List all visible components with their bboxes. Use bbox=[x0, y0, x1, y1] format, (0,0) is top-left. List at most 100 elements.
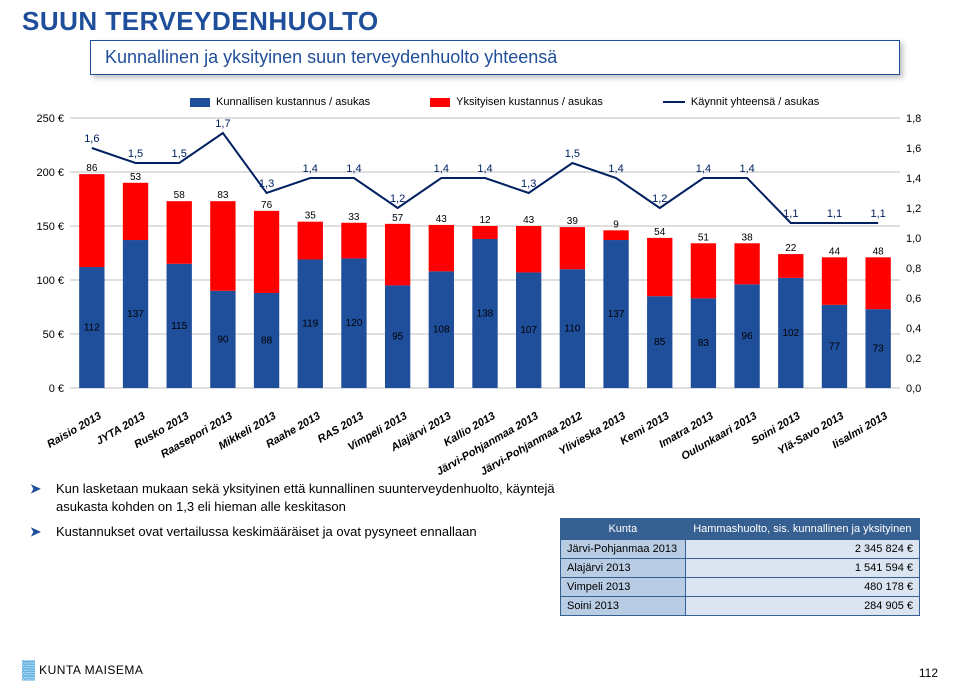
svg-text:1,5: 1,5 bbox=[565, 148, 580, 160]
legend-swatch-1 bbox=[190, 98, 210, 107]
svg-text:86: 86 bbox=[86, 163, 98, 174]
svg-text:1,7: 1,7 bbox=[215, 118, 230, 130]
svg-text:1,2: 1,2 bbox=[390, 193, 405, 205]
svg-text:48: 48 bbox=[873, 246, 885, 257]
table-cell: Soini 2013 bbox=[561, 597, 686, 616]
table-cell: Järvi-Pohjanmaa 2013 bbox=[561, 540, 686, 559]
svg-text:53: 53 bbox=[130, 172, 142, 183]
svg-text:1,4: 1,4 bbox=[434, 163, 449, 175]
footer-logo: ▓ KUNTA MAISEMA bbox=[22, 659, 143, 680]
legend-label-3: Käynnit yhteensä / asukas bbox=[691, 96, 819, 108]
bullet-icon: ➤ bbox=[30, 480, 46, 515]
legend-label-1: Kunnallisen kustannus / asukas bbox=[216, 96, 370, 108]
svg-text:112: 112 bbox=[84, 323, 100, 334]
svg-text:43: 43 bbox=[523, 215, 535, 226]
svg-text:1,3: 1,3 bbox=[259, 178, 274, 190]
bullet-row: ➤Kustannukset ovat vertailussa keskimäär… bbox=[30, 523, 590, 541]
svg-text:138: 138 bbox=[477, 308, 494, 319]
svg-text:107: 107 bbox=[520, 325, 537, 336]
table-cell: 284 905 € bbox=[685, 597, 919, 616]
svg-text:102: 102 bbox=[782, 328, 799, 339]
x-axis-label: Raisio 2013 bbox=[45, 410, 103, 451]
svg-text:9: 9 bbox=[613, 219, 619, 230]
page-title: SUUN TERVEYDENHUOLTO bbox=[22, 6, 379, 37]
svg-text:50 €: 50 € bbox=[43, 329, 64, 341]
subtitle-box: Kunnallinen ja yksityinen suun terveyden… bbox=[90, 40, 900, 75]
bullet-row: ➤Kun lasketaan mukaan sekä yksityinen et… bbox=[30, 480, 590, 515]
table-cell: 480 178 € bbox=[685, 578, 919, 597]
svg-text:0,4: 0,4 bbox=[906, 323, 921, 335]
svg-text:90: 90 bbox=[217, 334, 229, 345]
svg-text:96: 96 bbox=[742, 331, 754, 342]
svg-text:100 €: 100 € bbox=[36, 275, 64, 287]
svg-text:1,8: 1,8 bbox=[906, 113, 921, 125]
logo-icon: ▓ bbox=[22, 659, 35, 680]
svg-text:250 €: 250 € bbox=[36, 113, 64, 125]
legend-swatch-3 bbox=[663, 101, 685, 103]
legend-swatch-2 bbox=[430, 98, 450, 107]
chart-x-axis: Raisio 2013JYTA 2013Rusko 2013Raasepori … bbox=[20, 410, 940, 470]
table-cell: 1 541 594 € bbox=[685, 559, 919, 578]
svg-text:35: 35 bbox=[305, 211, 317, 222]
svg-text:137: 137 bbox=[608, 309, 625, 320]
table-header-1: Kunta bbox=[561, 519, 686, 540]
svg-text:88: 88 bbox=[261, 335, 273, 346]
svg-text:1,6: 1,6 bbox=[906, 143, 921, 155]
svg-text:0,6: 0,6 bbox=[906, 293, 921, 305]
legend-label-2: Yksityisen kustannus / asukas bbox=[456, 96, 603, 108]
svg-text:0,8: 0,8 bbox=[906, 263, 921, 275]
svg-text:95: 95 bbox=[392, 332, 404, 343]
svg-text:38: 38 bbox=[742, 232, 754, 243]
svg-text:137: 137 bbox=[127, 309, 144, 320]
svg-text:119: 119 bbox=[302, 319, 318, 330]
svg-text:83: 83 bbox=[698, 338, 710, 349]
legend-item-1: Kunnallisen kustannus / asukas bbox=[190, 96, 370, 108]
svg-text:85: 85 bbox=[654, 337, 666, 348]
logo-text: KUNTA MAISEMA bbox=[39, 663, 143, 677]
svg-text:83: 83 bbox=[217, 190, 229, 201]
svg-text:1,5: 1,5 bbox=[172, 148, 187, 160]
legend-item-2: Yksityisen kustannus / asukas bbox=[430, 96, 603, 108]
svg-text:44: 44 bbox=[829, 246, 841, 257]
legend-item-3: Käynnit yhteensä / asukas bbox=[663, 96, 819, 108]
svg-text:1,6: 1,6 bbox=[84, 133, 99, 145]
svg-text:73: 73 bbox=[873, 344, 885, 355]
svg-text:1,4: 1,4 bbox=[477, 163, 492, 175]
x-axis-label: Oulunkaari 2013 bbox=[679, 410, 759, 463]
svg-text:39: 39 bbox=[567, 216, 579, 227]
chart-legend: Kunnallisen kustannus / asukas Yksityise… bbox=[190, 96, 819, 108]
bullet-icon: ➤ bbox=[30, 523, 46, 541]
svg-text:115: 115 bbox=[171, 321, 187, 332]
table-cell: Vimpeli 2013 bbox=[561, 578, 686, 597]
svg-text:33: 33 bbox=[348, 212, 360, 223]
table-body: Järvi-Pohjanmaa 20132 345 824 €Alajärvi … bbox=[561, 540, 920, 616]
svg-text:1,1: 1,1 bbox=[871, 208, 886, 220]
svg-text:1,4: 1,4 bbox=[739, 163, 754, 175]
svg-text:120: 120 bbox=[346, 318, 363, 329]
svg-text:1,2: 1,2 bbox=[652, 193, 667, 205]
svg-text:1,4: 1,4 bbox=[906, 173, 921, 185]
page-number: 112 bbox=[919, 666, 938, 680]
svg-text:12: 12 bbox=[479, 215, 491, 226]
svg-text:22: 22 bbox=[785, 243, 797, 254]
svg-text:1,2: 1,2 bbox=[906, 203, 921, 215]
svg-text:58: 58 bbox=[174, 190, 186, 201]
svg-text:1,4: 1,4 bbox=[303, 163, 318, 175]
svg-text:200 €: 200 € bbox=[36, 167, 64, 179]
svg-text:1,0: 1,0 bbox=[906, 233, 921, 245]
svg-text:1,3: 1,3 bbox=[521, 178, 536, 190]
svg-text:110: 110 bbox=[564, 324, 580, 335]
svg-text:0,2: 0,2 bbox=[906, 353, 921, 365]
svg-text:1,5: 1,5 bbox=[128, 148, 143, 160]
subtitle-text: Kunnallinen ja yksityinen suun terveyden… bbox=[105, 47, 557, 67]
svg-text:51: 51 bbox=[698, 232, 710, 243]
bullet-list: ➤Kun lasketaan mukaan sekä yksityinen et… bbox=[30, 480, 590, 549]
svg-text:0,0: 0,0 bbox=[906, 383, 921, 395]
svg-text:1,4: 1,4 bbox=[608, 163, 623, 175]
revenue-chart: 0 €50 €100 €150 €200 €250 €0,00,20,40,60… bbox=[20, 108, 940, 408]
svg-text:77: 77 bbox=[829, 341, 841, 352]
table-cell: 2 345 824 € bbox=[685, 540, 919, 559]
svg-text:1,1: 1,1 bbox=[827, 208, 842, 220]
svg-text:108: 108 bbox=[433, 325, 450, 336]
svg-text:76: 76 bbox=[261, 200, 273, 211]
